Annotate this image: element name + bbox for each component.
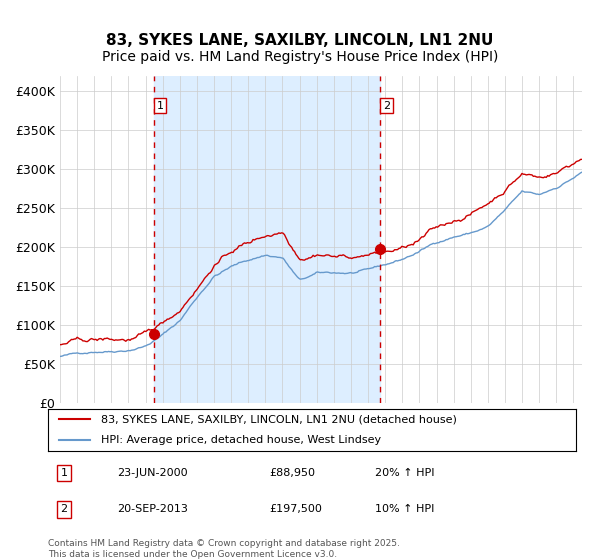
Text: £197,500: £197,500 xyxy=(270,505,323,514)
Text: 23-JUN-2000: 23-JUN-2000 xyxy=(116,468,187,478)
Text: Contains HM Land Registry data © Crown copyright and database right 2025.
This d: Contains HM Land Registry data © Crown c… xyxy=(48,539,400,559)
Text: 83, SYKES LANE, SAXILBY, LINCOLN, LN1 2NU: 83, SYKES LANE, SAXILBY, LINCOLN, LN1 2N… xyxy=(106,32,494,48)
Text: £88,950: £88,950 xyxy=(270,468,316,478)
Text: Price paid vs. HM Land Registry's House Price Index (HPI): Price paid vs. HM Land Registry's House … xyxy=(102,50,498,64)
Text: 1: 1 xyxy=(61,468,67,478)
Text: 1: 1 xyxy=(157,101,163,110)
Bar xyxy=(154,76,380,403)
Text: 20% ↑ HPI: 20% ↑ HPI xyxy=(376,468,435,478)
Text: 20-SEP-2013: 20-SEP-2013 xyxy=(116,505,188,514)
Text: HPI: Average price, detached house, West Lindsey: HPI: Average price, detached house, West… xyxy=(101,435,381,445)
Text: 10% ↑ HPI: 10% ↑ HPI xyxy=(376,505,435,514)
Text: 83, SYKES LANE, SAXILBY, LINCOLN, LN1 2NU (detached house): 83, SYKES LANE, SAXILBY, LINCOLN, LN1 2N… xyxy=(101,414,457,424)
Text: 2: 2 xyxy=(60,505,67,514)
Text: 2: 2 xyxy=(383,101,390,110)
